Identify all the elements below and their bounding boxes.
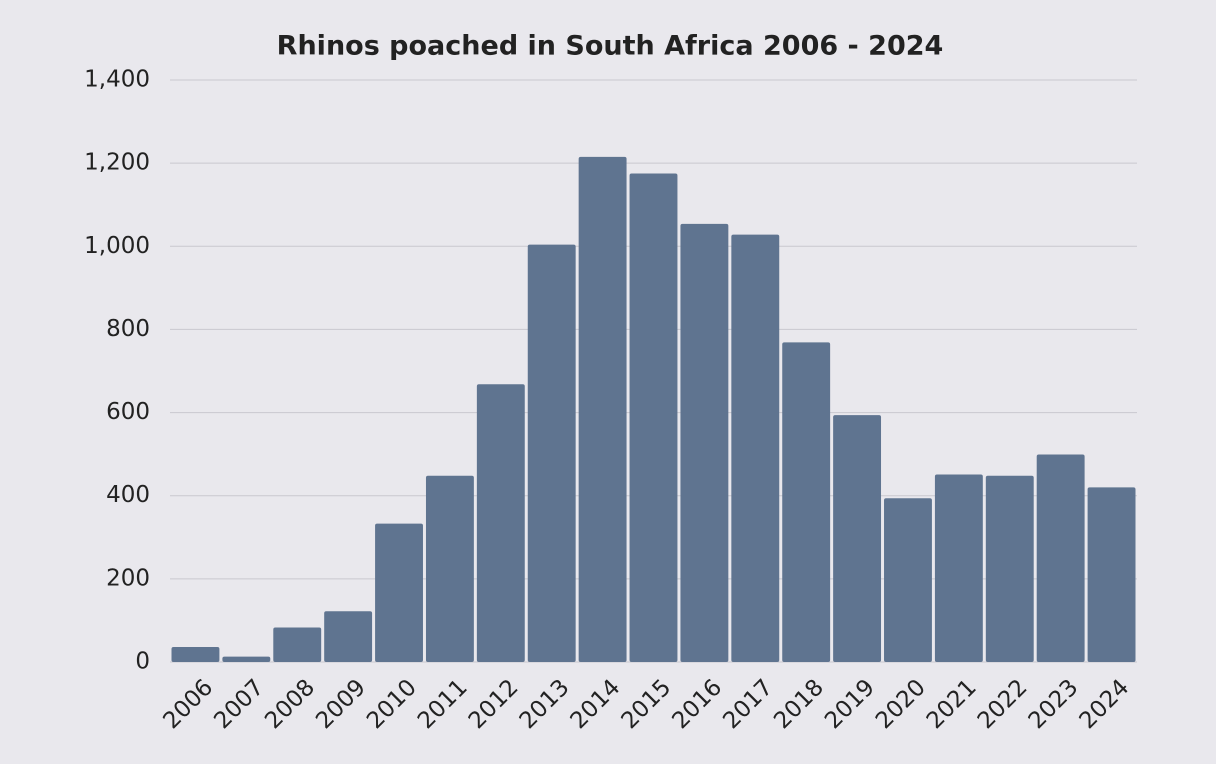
bar [425, 475, 474, 662]
bar [375, 523, 423, 662]
bar [731, 234, 780, 662]
bar [222, 656, 271, 662]
y-tick-label: 1,200 [84, 150, 150, 176]
bar [934, 474, 983, 662]
y-tick-label: 800 [106, 316, 150, 342]
bar [629, 173, 678, 663]
bar [273, 627, 322, 662]
y-tick-label: 1,000 [84, 233, 150, 259]
y-tick-label: 200 [106, 565, 150, 591]
bar [476, 384, 525, 662]
bar [833, 415, 882, 662]
bar [1087, 487, 1136, 662]
bar [884, 498, 932, 662]
chart-title: Rhinos poached in South Africa 2006 - 20… [277, 31, 944, 62]
bar [324, 611, 373, 662]
y-tick-label: 1,400 [84, 67, 150, 93]
bar [578, 156, 627, 662]
bar [985, 475, 1034, 662]
bar [1036, 454, 1085, 662]
y-tick-label: 400 [106, 482, 150, 508]
y-tick-label: 0 [135, 649, 150, 675]
bar [171, 647, 220, 662]
bar [680, 223, 729, 662]
bar [527, 244, 576, 662]
y-tick-label: 600 [106, 399, 150, 425]
bar [782, 342, 831, 662]
